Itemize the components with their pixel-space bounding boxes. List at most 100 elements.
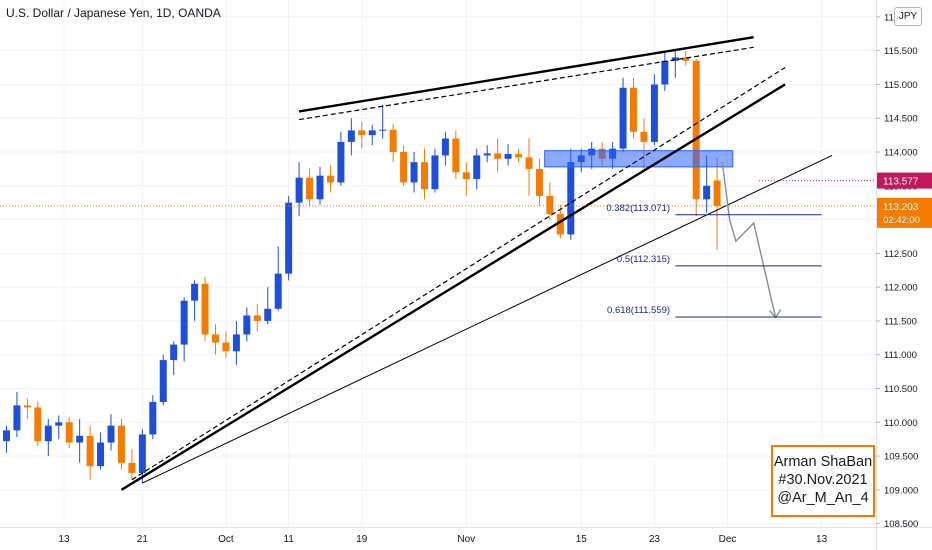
candle <box>138 429 146 484</box>
lower-dashed-line <box>131 67 786 481</box>
candle-body <box>546 195 554 215</box>
candle-body <box>619 87 627 149</box>
candle-body <box>713 180 721 207</box>
price-tick-label: 112.500 <box>884 249 918 260</box>
lower-wedge-line <box>120 83 786 491</box>
fib-levels: 0.382(113.071) 0.5(112.315) 0.618(111.559) <box>606 203 822 318</box>
countdown-label: 02:42:00 <box>883 215 920 226</box>
candle-body <box>556 214 564 235</box>
price-scale-bg <box>876 0 932 550</box>
price-tick-label: 110.000 <box>884 418 918 429</box>
candle <box>306 168 314 207</box>
candle-body <box>274 273 282 309</box>
projection-arrowhead <box>769 309 782 319</box>
candle-body <box>3 430 10 442</box>
candle <box>232 320 240 365</box>
candle-body <box>264 308 272 321</box>
candle <box>368 124 376 146</box>
candle-body <box>682 57 690 61</box>
candle-body <box>243 315 251 335</box>
candle <box>483 145 491 163</box>
price-tick-label: 111.000 <box>884 350 917 361</box>
time-tick-label: 11 <box>283 534 294 545</box>
candle-body <box>65 422 73 443</box>
candle <box>180 297 188 362</box>
candles <box>3 49 721 484</box>
candle <box>326 165 334 193</box>
candle <box>379 104 387 139</box>
time-tick-label: Dec <box>719 534 737 545</box>
candle-body <box>326 175 334 183</box>
currency-button[interactable]: JPY <box>894 7 922 26</box>
time-tick-label: 15 <box>576 534 588 545</box>
support-line <box>142 154 833 484</box>
candle <box>44 418 52 457</box>
candle <box>462 162 470 196</box>
candle <box>535 158 543 207</box>
last-price-label: 113.203 <box>883 202 919 213</box>
price-tick-label: 115.500 <box>884 46 918 57</box>
candle <box>117 418 125 470</box>
candle-body <box>107 425 115 443</box>
candle-body <box>400 152 408 183</box>
candle <box>421 148 428 200</box>
candle <box>431 148 439 193</box>
candle <box>682 50 690 66</box>
candle <box>452 130 460 180</box>
candle-body <box>149 402 157 435</box>
candle-body <box>306 177 314 200</box>
time-tick-label: 13 <box>816 534 828 545</box>
candle-body <box>452 138 460 173</box>
candle <box>713 157 721 250</box>
candle <box>34 402 42 446</box>
candle <box>149 395 157 440</box>
time-scale-bg <box>0 527 876 550</box>
fib-label: 0.618(111.559) <box>607 305 670 316</box>
candle <box>274 246 282 311</box>
candle-body <box>232 334 240 352</box>
candle <box>358 121 366 149</box>
candle <box>170 341 178 375</box>
candle <box>76 418 84 463</box>
time-tick-label: 21 <box>137 534 149 545</box>
candle <box>55 415 63 440</box>
candle-body <box>630 87 637 132</box>
candle-body <box>337 141 345 183</box>
candle-body <box>97 442 105 467</box>
candle <box>128 449 136 480</box>
candle <box>337 131 345 186</box>
candle-body <box>295 177 303 203</box>
candle-body <box>525 157 533 169</box>
candle <box>253 304 261 332</box>
candle-body <box>253 315 261 321</box>
prev-close-badge <box>877 172 932 189</box>
price-scale[interactable]: 116.000115.500115.000114.500114.000113.5… <box>876 0 932 550</box>
candle-body <box>285 202 293 274</box>
time-tick-label: Nov <box>457 534 475 545</box>
candle <box>3 425 10 453</box>
candle-body <box>379 129 387 131</box>
candle-body <box>462 172 470 180</box>
candle-body <box>159 360 167 403</box>
candle <box>243 307 251 342</box>
candle-body <box>483 153 491 156</box>
candle <box>23 398 31 419</box>
prev-close-label: 113.577 <box>883 177 919 188</box>
candle <box>650 74 658 146</box>
candle-body <box>431 155 439 190</box>
candle-body <box>55 422 63 426</box>
candle <box>347 118 355 156</box>
candle-body <box>650 84 658 142</box>
time-scale[interactable]: 13 21 Oct 11 19 Nov 15 23 Dec 13 <box>0 527 932 550</box>
candle-body <box>358 130 366 136</box>
candle <box>619 77 627 153</box>
candle-body <box>23 405 31 408</box>
chart-background <box>0 0 876 527</box>
candle <box>494 138 502 173</box>
candle <box>86 425 94 480</box>
drawings <box>0 35 876 491</box>
candle <box>661 52 669 92</box>
candle <box>630 77 637 139</box>
candle <box>671 49 679 78</box>
